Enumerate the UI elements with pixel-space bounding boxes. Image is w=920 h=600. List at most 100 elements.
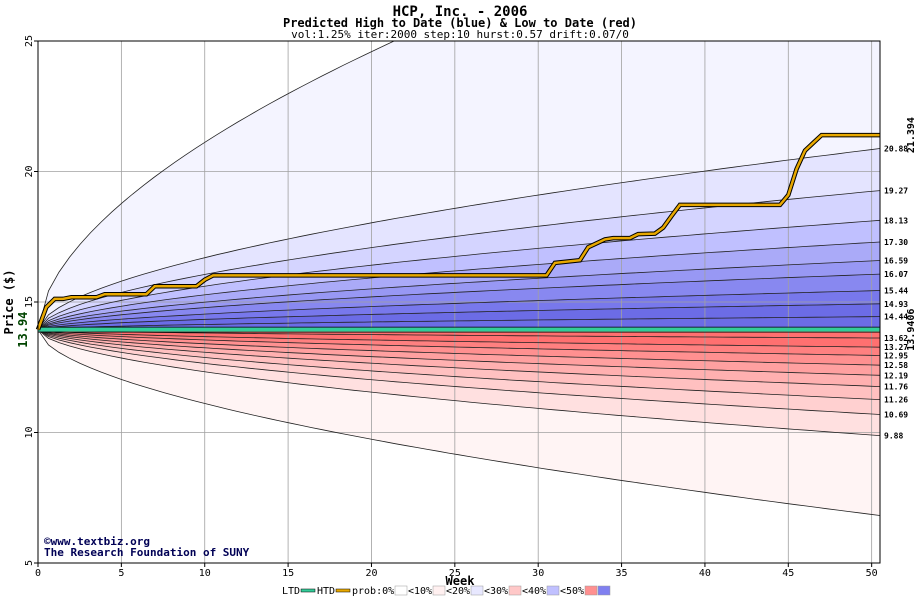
legend-swatch (432, 585, 446, 596)
legend: LTD HTD prob:0% <10% <20% <30% <40% <50% (282, 585, 611, 597)
level-labels: 20.88 19.27 18.13 17.30 16.59 16.07 15.44 14.93… (884, 117, 917, 441)
high-level-label: 15.44 (884, 287, 908, 296)
band-boundary (38, 329, 880, 516)
x-tick-label: 0 (35, 568, 41, 579)
low-level-label: 11.76 (884, 383, 908, 392)
low-band (38, 329, 880, 400)
y-tick-label: 10 (24, 426, 35, 438)
probability-bands (38, 41, 880, 563)
high-band (38, 220, 880, 330)
band-boundary (38, 290, 880, 331)
high-band (38, 242, 880, 330)
legend-label: prob:0% (352, 586, 394, 597)
high-band (38, 260, 880, 330)
band-boundary (38, 329, 880, 387)
band-boundary (38, 260, 880, 331)
high-level-label: 17.30 (884, 238, 908, 247)
band-boundary (38, 329, 880, 366)
legend-swatch (584, 585, 598, 596)
high-level-label: 20.88 (884, 145, 908, 154)
band-boundary (38, 329, 880, 415)
low-level-label: 13.62 (884, 334, 908, 343)
high-level-label: 16.07 (884, 270, 908, 279)
low-band (38, 329, 880, 338)
band-boundary (38, 148, 880, 330)
low-band (38, 329, 880, 516)
band-boundary (38, 329, 880, 400)
x-axis-label: Week (446, 574, 476, 588)
band-boundary (38, 273, 880, 331)
legend-label: <30% (484, 586, 508, 597)
high-level-label: 18.13 (884, 216, 908, 225)
ltd-final-label: 13.9406 (906, 309, 917, 351)
low-band (38, 329, 880, 415)
legend-label: HTD (317, 586, 335, 597)
band-boundary (38, 329, 880, 348)
low-band (38, 329, 880, 348)
x-tick-label: 40 (699, 568, 711, 579)
y-axis-label: Price ($) (2, 269, 16, 334)
band-boundary (38, 41, 396, 330)
low-level-label: 12.58 (884, 361, 908, 370)
legend-swatch (470, 585, 484, 596)
high-band (38, 316, 880, 330)
legend-swatch (508, 585, 522, 596)
x-tick-label: 25 (449, 568, 461, 579)
band-boundary (38, 219, 880, 331)
legend-swatch (335, 588, 351, 593)
y-tick-label: 20 (24, 165, 35, 177)
x-tick-label: 5 (118, 568, 124, 579)
x-tick-label: 30 (532, 568, 544, 579)
low-band (38, 329, 880, 436)
low-band (38, 329, 880, 356)
band-boundary (38, 316, 880, 331)
low-band (38, 329, 880, 376)
legend-label: <10% (408, 586, 432, 597)
high-level-label: 16.59 (884, 257, 908, 266)
high-level-label: 14.44 (884, 313, 908, 322)
chart-subtitle: Predicted High to Date (blue) & Low to D… (283, 16, 637, 30)
band-boundary (38, 303, 880, 331)
y-tick-label: 25 (24, 35, 35, 47)
legend-swatch (394, 585, 408, 596)
legend-label: <40% (522, 586, 546, 597)
series-lines (35, 132, 880, 333)
low-level-label: 9.88 (884, 432, 903, 441)
low-level-label: 12.19 (884, 371, 908, 380)
x-tick-label: 50 (866, 568, 878, 579)
start-price-label: 13.94 (16, 312, 30, 348)
band-boundary (38, 329, 880, 376)
band-boundary (38, 329, 880, 356)
y-tick-label: 15 (24, 296, 35, 308)
high-band (38, 41, 880, 330)
x-tick-label: 20 (365, 568, 377, 579)
high-level-label: 19.27 (884, 187, 908, 196)
low-level-label: 11.26 (884, 396, 908, 405)
credit-url: ©www.textbiz.org (44, 535, 150, 548)
low-level-label: 10.69 (884, 410, 908, 419)
high-band (38, 290, 880, 330)
legend-swatch (300, 588, 316, 593)
credit-org: The Research Foundation of SUNY (44, 546, 250, 559)
band-boundary-lines (38, 41, 880, 516)
legend-swatch (597, 585, 611, 596)
legend-label: <50% (560, 586, 584, 597)
legend-swatch (546, 585, 560, 596)
x-tick-label: 45 (782, 568, 794, 579)
low-level-label: 13.27 (884, 343, 908, 352)
chart-params: vol:1.25% iter:2000 step:10 hurst:0.57 d… (291, 28, 629, 41)
htd-final-label: 21.394 (906, 117, 917, 153)
legend-label: LTD (282, 586, 300, 597)
high-band (38, 148, 880, 330)
low-level-label: 12.95 (884, 352, 908, 361)
band-boundary (38, 329, 880, 339)
high-band (38, 303, 880, 330)
band-boundary (38, 241, 880, 331)
legend-label: <20% (446, 586, 470, 597)
x-tick-label: 10 (199, 568, 211, 579)
x-tick-label: 35 (616, 568, 628, 579)
low-band (38, 329, 880, 387)
high-level-label: 14.93 (884, 300, 908, 309)
